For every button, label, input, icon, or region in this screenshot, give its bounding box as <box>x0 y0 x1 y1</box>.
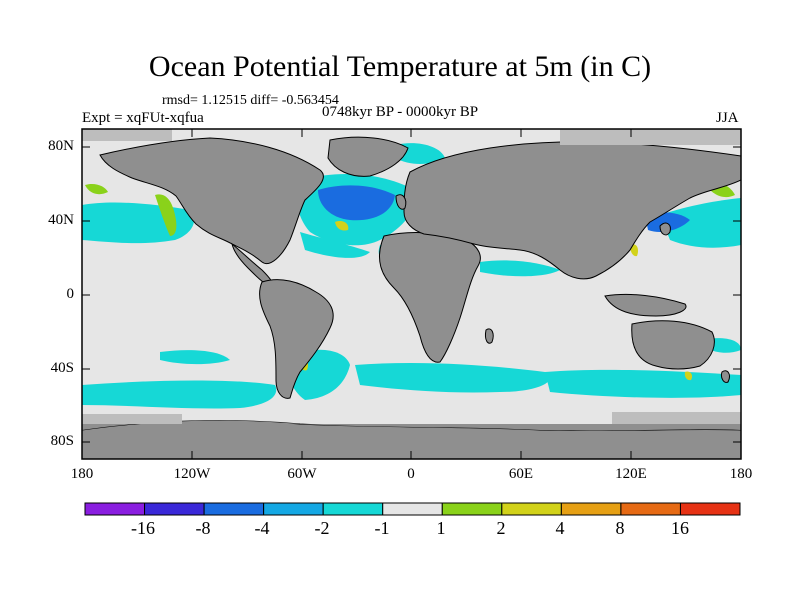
north-pacific-band-east <box>660 198 741 248</box>
colorbar-box <box>144 502 205 516</box>
colorbar-box <box>620 502 681 516</box>
map-title: Ocean Potential Temperature at 5m (in C) <box>148 50 652 83</box>
x-label-60w: 60W <box>287 466 317 482</box>
x-label-120w: 120W <box>173 466 211 482</box>
no-data-caps <box>82 129 741 424</box>
antarctic-cap-east <box>612 412 741 424</box>
land-maritime-continent <box>604 293 687 317</box>
colorbar-box <box>679 502 741 516</box>
land-antarctic-ice-grey <box>82 420 741 431</box>
southern-ocean-east-pacific <box>82 380 277 409</box>
colorbar-box <box>382 502 443 516</box>
land-eurasia <box>403 141 741 280</box>
x-label-60e: 60E <box>508 466 534 482</box>
land-new-zealand <box>721 370 730 383</box>
tropical-indian-patch <box>480 260 560 277</box>
ne-pacific-coastal-warm <box>155 194 177 236</box>
experiment-label: Expt = xqFUt-xqfua <box>82 110 204 126</box>
y-label-0: 0 <box>66 286 75 302</box>
period-label: 0748kyr BP - 0000kyr BP <box>322 104 479 120</box>
colorbar-label: -16 <box>131 518 155 538</box>
colorbar-label: 2 <box>496 518 506 538</box>
colorbar-label: -2 <box>314 518 330 538</box>
y-label-40s: 40S <box>50 360 74 376</box>
land-australia <box>631 320 715 370</box>
land-south-america <box>259 279 334 399</box>
y-label-40n: 40N <box>48 212 74 228</box>
y-label-80n: 80N <box>48 138 74 154</box>
stats-text: rmsd= 1.12515 diff= -0.563454 <box>162 93 339 108</box>
south-pacific-east-patch <box>160 350 230 365</box>
colorbar <box>84 502 741 516</box>
y-label-80s: 80S <box>50 433 74 449</box>
alaska-warm <box>85 183 108 195</box>
colorbar-label: 4 <box>555 518 565 538</box>
colorbar-box <box>501 502 562 516</box>
colorbar-label: -1 <box>374 518 390 538</box>
gulf-stream-warm <box>335 220 349 231</box>
colorbar-label: 1 <box>436 518 446 538</box>
colorbar-label: 16 <box>671 518 689 538</box>
tasman-warm <box>684 371 693 381</box>
x-label-180w: 180 <box>70 466 94 482</box>
colorbar-box <box>560 502 622 516</box>
arctic-cap-west <box>82 129 172 141</box>
southern-ocean-indian <box>355 362 550 393</box>
land-north-america <box>99 137 324 264</box>
gulf-stream-band <box>300 232 370 258</box>
x-label-180e: 180 <box>729 466 753 482</box>
land-madagascar <box>485 328 494 344</box>
southern-ocean-australia <box>545 369 741 398</box>
axis-ticks <box>81 129 742 459</box>
colorbar-box <box>84 502 146 516</box>
colorbar-label: -4 <box>254 518 270 538</box>
antarctic-cap-west <box>82 414 182 424</box>
colorbar-label: -8 <box>195 518 211 538</box>
land-japan <box>659 222 671 236</box>
x-label-0: 0 <box>407 466 415 482</box>
season-label: JJA <box>716 110 739 126</box>
colorbar-box <box>441 502 503 516</box>
north-pacific-band-west <box>82 202 195 244</box>
colorbar-label: 8 <box>615 518 625 538</box>
colorbar-box <box>263 502 324 516</box>
land-greenland <box>327 136 409 177</box>
x-label-120e: 120E <box>615 466 647 482</box>
land-uk <box>395 194 407 210</box>
land-masses <box>82 136 741 459</box>
colorbar-box <box>322 502 384 516</box>
subpolar-gyre-core <box>318 185 395 221</box>
arctic-cap-east <box>560 129 741 145</box>
colorbar-box <box>203 502 265 516</box>
